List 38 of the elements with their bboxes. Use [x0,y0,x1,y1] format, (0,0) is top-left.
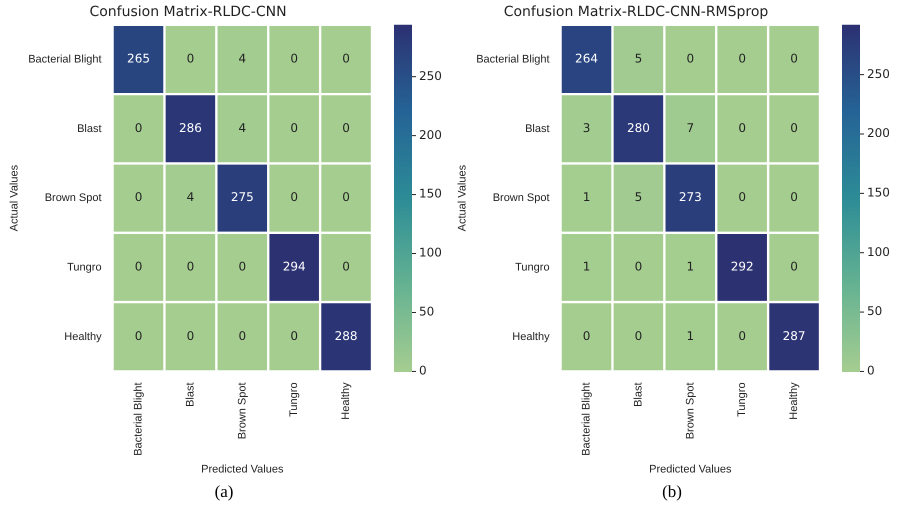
x-axis-title: Predicted Values [201,463,284,476]
x-tick-label: Healthy [340,382,352,420]
color-bar-label: 200 [867,126,890,140]
x-tick-label: Blast [184,382,196,407]
x-tick-label: Healthy [788,382,800,420]
chart-title: Confusion Matrix-RLDC-CNN [89,4,287,20]
color-bar-label: 100 [867,244,890,259]
x-tick-label: Blast [632,382,644,407]
y-tick-label: Bacterial Blight [476,53,550,66]
color-bar-label: 50 [419,304,434,319]
y-axis-title: Actual Values [8,164,21,232]
y-tick-label: Healthy [512,330,550,343]
color-bar-label: 0 [867,364,875,378]
color-bar-label: 0 [419,364,427,378]
y-axis-title: Actual Values [456,164,469,232]
y-tick-label: Blast [525,122,550,135]
color-bar-label: 250 [419,68,442,83]
y-tick-label: Blast [77,122,102,135]
color-bar-label: 100 [419,246,442,260]
y-tick-label: Brown Spot [492,192,550,204]
y-tick-label: Tungro [67,261,102,274]
y-tick-label: Healthy [64,330,102,343]
y-tick-label: Brown Spot [44,192,102,204]
color-bar-label: 50 [867,304,882,318]
x-tick-label: Tungro [736,382,748,417]
color-bar-label: 150 [867,185,890,200]
color-bar-label: 250 [867,66,890,81]
text: (b) [662,482,682,502]
color-bar-label: 200 [419,128,442,142]
y-tick-label: Tungro [515,261,550,274]
text: (a) [214,482,234,502]
chart-title: Confusion Matrix-RLDC-CNN-RMSprop [504,4,768,20]
x-tick-label: Tungro [288,382,300,417]
x-axis-title: Predicted Values [649,463,732,476]
x-tick-label: Brown Spot [684,382,696,440]
color-bar-label: 150 [419,186,442,201]
x-tick-label: Brown Spot [236,382,248,440]
y-tick-label: Bacterial Blight [28,53,102,66]
